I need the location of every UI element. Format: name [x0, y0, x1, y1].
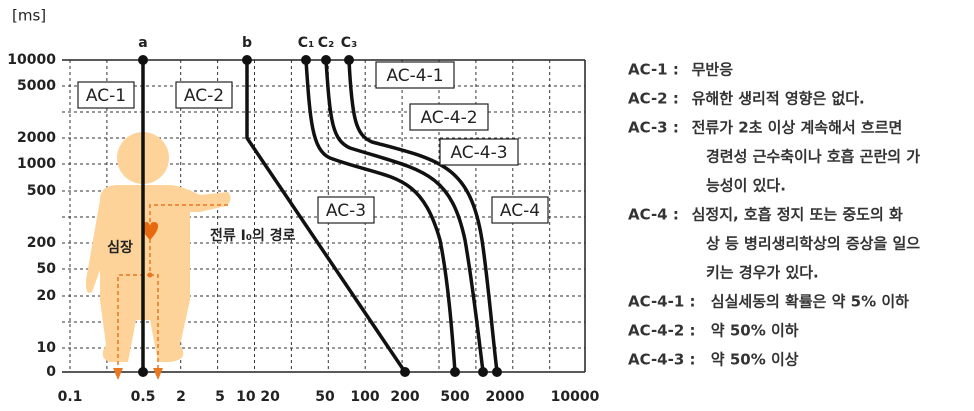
x-tick-label: 500	[440, 389, 469, 405]
curve-c2	[324, 59, 485, 373]
zone-box	[77, 81, 135, 109]
legend-text: 키는 경우가 있다.	[706, 264, 819, 282]
legend-text: 경련성 근수축이나 호흡 곤란의 가	[706, 148, 920, 166]
curve-label: C₃	[341, 35, 357, 51]
x-tick-label: 200	[390, 389, 419, 405]
y-unit: [ms]	[12, 7, 46, 25]
legend-term: AC-3 :	[628, 119, 679, 137]
zone-label: AC-4-2	[420, 108, 477, 128]
legend-text: 상 등 병리생리학상의 증상을 일으	[706, 235, 920, 253]
legend-text: 유해한 생리적 영향은 없다.	[692, 90, 865, 108]
x-tick-label: 10000	[551, 389, 600, 405]
y-tick-label: 2000	[17, 130, 56, 146]
zone-label: AC-3	[326, 201, 366, 221]
y-tick-label: 200	[27, 235, 56, 251]
zone-box	[491, 196, 549, 224]
legend-text: 능성이 있다.	[706, 177, 786, 195]
curve-label: b	[242, 35, 252, 51]
curve-b	[245, 60, 407, 373]
y-tick-label: 20	[37, 288, 57, 304]
legend-text: 무반응	[692, 61, 734, 79]
x-tick-label: 2	[176, 389, 186, 405]
y-tick-label: 500	[27, 183, 56, 199]
legend-text: 심정지, 호흡 정지 또는 중도의 화	[692, 206, 903, 224]
curves	[141, 59, 499, 373]
curve-c3	[347, 59, 499, 373]
path-node	[147, 272, 153, 278]
x-tick-label: 0.5	[131, 389, 156, 405]
zone-label: AC-4-1	[386, 66, 443, 86]
zone-label: AC-1	[86, 86, 126, 106]
zone-box	[317, 196, 375, 224]
zone-label: AC-4-3	[450, 143, 507, 163]
zone-box	[175, 81, 233, 109]
legend-text: 약 50% 이상	[711, 351, 799, 369]
curve-c1	[304, 59, 457, 373]
x-tick-label: 10 20	[236, 389, 280, 405]
legend-term: AC-1 :	[628, 61, 679, 79]
x-tick-label: 2000	[486, 389, 525, 405]
x-tick-label: 5	[215, 389, 225, 405]
curve-label: C₁	[298, 35, 314, 51]
legend-term: AC-4-2 :	[628, 322, 696, 340]
zone-label: AC-2	[184, 86, 224, 106]
zone-box	[439, 138, 519, 166]
arrow-heads	[113, 368, 163, 380]
legend-text: 심실세동의 확률은 약 5% 이하	[711, 293, 909, 311]
heart-label: 심장	[107, 239, 133, 256]
path-label: 전류 I₀의 경로	[210, 227, 296, 244]
x-tick-label: 50	[315, 389, 335, 405]
legend-text: 전류가 2초 이상 계속해서 흐르면	[692, 119, 903, 137]
y-tick-label: 0	[46, 364, 56, 380]
endpoints	[138, 55, 502, 377]
legend-term: AC-4 :	[628, 206, 679, 224]
x-tick-label: 100	[350, 389, 379, 405]
legend-term: AC-2 :	[628, 90, 679, 108]
legend-term: AC-4-3 :	[628, 351, 696, 369]
x-tick-label: 0.1	[58, 389, 83, 405]
y-tick-label: 10	[37, 340, 57, 356]
zone-box	[409, 103, 489, 131]
legend-text: 약 50% 이하	[711, 322, 799, 340]
y-tick-label: 50	[37, 261, 57, 277]
curve-label: C₂	[318, 35, 334, 51]
zone-label: AC-4	[500, 201, 540, 221]
legend-term: AC-4-1 :	[628, 293, 696, 311]
y-tick-label: 5000	[17, 78, 56, 94]
curve-label: a	[138, 35, 147, 51]
y-tick-label: 1000	[17, 156, 56, 172]
heart	[141, 222, 159, 240]
zone-box	[375, 61, 455, 89]
y-tick-label: 10000	[7, 52, 56, 68]
